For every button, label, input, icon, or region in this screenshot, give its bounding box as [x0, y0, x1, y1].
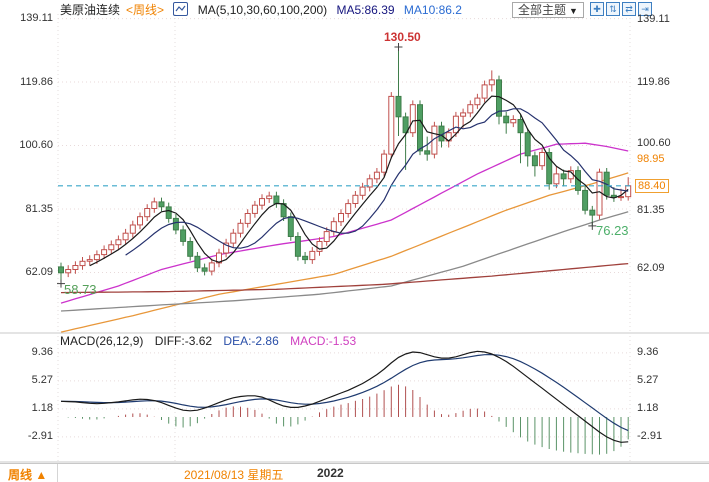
- price-tick-left: 119.86: [20, 76, 53, 88]
- low-annotation-right: 76.23: [596, 223, 629, 238]
- ma10-value: MA10:86.2: [403, 3, 462, 17]
- period-label[interactable]: 周线 ▲: [8, 468, 48, 482]
- period-tag: <周线>: [126, 3, 165, 17]
- axis-corner-divider: [57, 464, 58, 482]
- theme-dropdown[interactable]: 全部主题 ▼: [512, 2, 584, 18]
- chart-style-icon[interactable]: [173, 2, 189, 16]
- price-tick-right: 139.11: [637, 13, 670, 25]
- price-tick-right: 119.86: [637, 76, 670, 88]
- ma-value-label: 98.95: [637, 153, 665, 165]
- selected-date-label[interactable]: 2021/08/13 星期五: [184, 468, 284, 482]
- price-tick-left: 81.35: [25, 203, 53, 215]
- ma-settings-label: MA(5,10,30,60,100,200): [197, 3, 328, 17]
- time-axis-bar: 周线 ▲ 2021/08/13 星期五 2022: [0, 463, 709, 482]
- macd-header: MACD(26,12,9) DIFF:-3.62 DEA:-2.86 MACD:…: [60, 334, 364, 348]
- triangle-up-icon: ▲: [35, 468, 48, 482]
- price-tick-right: 81.35: [637, 204, 665, 216]
- low-annotation-left: 58.73: [64, 282, 97, 297]
- macd-tick-right: -2.91: [637, 430, 663, 442]
- price-tick-left: 139.11: [20, 12, 53, 24]
- chevron-down-icon: ▼: [569, 6, 578, 16]
- macd-tick-left: -2.91: [27, 430, 53, 442]
- macd-tick-right: 1.18: [637, 402, 659, 414]
- scale-x-axis-icon[interactable]: ⇄: [622, 2, 636, 16]
- price-tick-right: 62.09: [637, 262, 665, 274]
- theme-dropdown-label: 全部主题: [518, 3, 567, 17]
- macd-diff-value: DIFF:-3.62: [154, 334, 213, 348]
- shift-right-icon[interactable]: ⇥: [638, 2, 652, 16]
- title-row: 美原油连续 <周线> MA(5,10,30,60,100,200) MA5:86.…: [60, 1, 468, 18]
- price-tick-right: 100.60: [637, 137, 671, 149]
- macd-tick-left: 1.18: [31, 402, 53, 414]
- high-annotation: 130.50: [384, 30, 421, 44]
- price-tick-left: 62.09: [25, 266, 53, 278]
- scale-y-axis-icon[interactable]: ⇅: [606, 2, 620, 16]
- ma5-value: MA5:86.39: [336, 3, 395, 17]
- macd-dea-value: DEA:-2.86: [223, 334, 279, 348]
- macd-tick-left: 9.36: [31, 346, 53, 358]
- macd-tick-left: 5.27: [31, 374, 53, 386]
- last-price-badge: 88.40: [635, 179, 669, 193]
- price-tick-left: 100.60: [19, 139, 53, 151]
- macd-tick-right: 9.36: [637, 346, 659, 358]
- year-label: 2022: [317, 466, 344, 480]
- chart-toolbar: ✚ ⇅ ⇄ ⇥: [590, 2, 652, 16]
- symbol-name: 美原油连续: [60, 3, 121, 17]
- macd-bar-value: MACD:-1.53: [290, 334, 357, 348]
- crosshair-move-icon[interactable]: ✚: [590, 2, 604, 16]
- macd-tick-right: 5.27: [637, 374, 659, 386]
- macd-params-label: MACD(26,12,9): [60, 334, 144, 348]
